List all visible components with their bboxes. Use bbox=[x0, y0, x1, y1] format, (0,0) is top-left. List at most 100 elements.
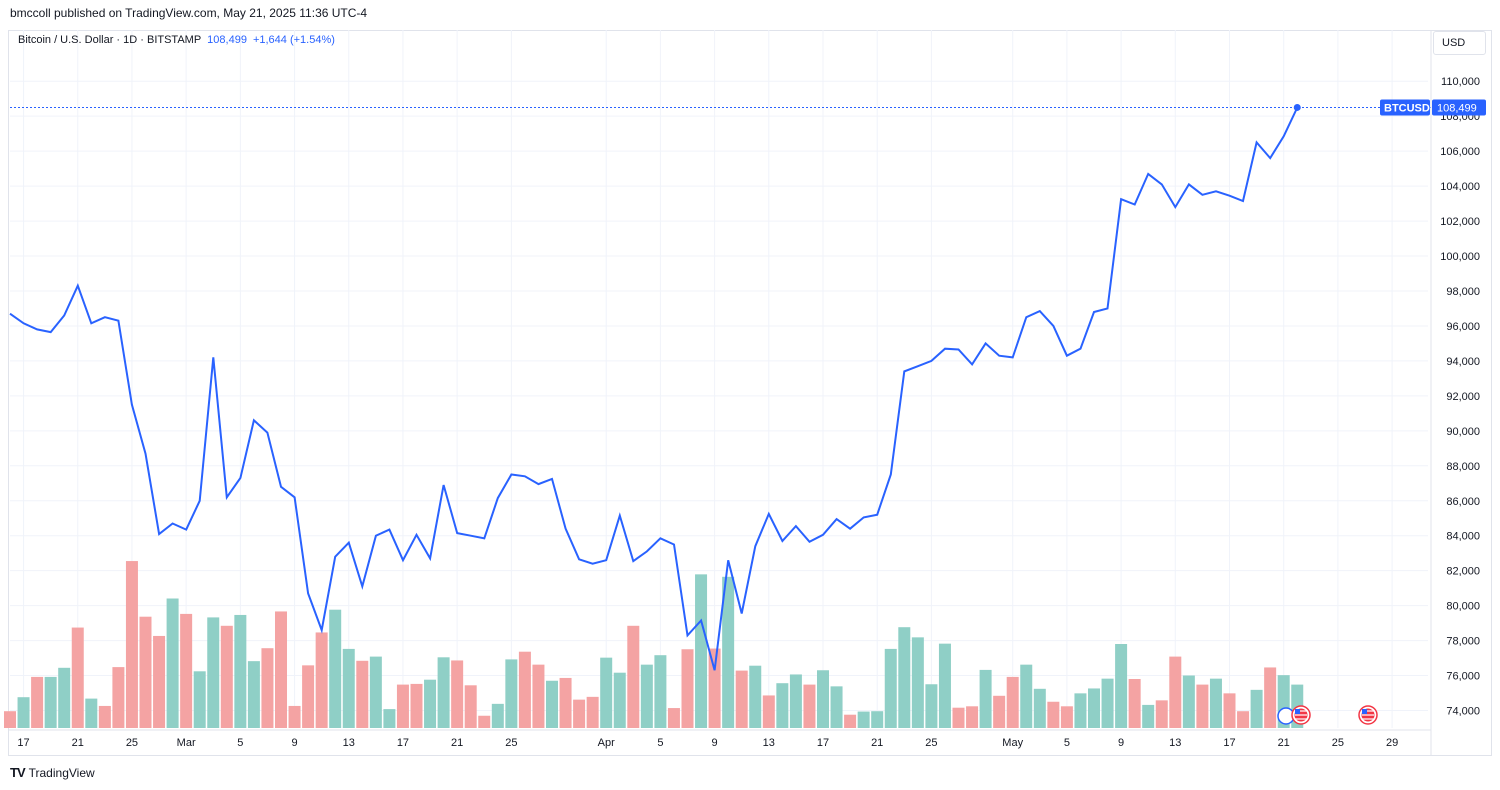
x-tick-label: 9 bbox=[1118, 737, 1124, 749]
volume-bar bbox=[247, 661, 260, 728]
legend-price: 108,499 bbox=[207, 34, 247, 46]
volume-bar bbox=[207, 617, 220, 728]
volume-bar bbox=[153, 635, 166, 728]
volume-bar bbox=[654, 655, 667, 728]
volume-bar bbox=[166, 598, 179, 728]
y-tick-label: 76,000 bbox=[1446, 671, 1480, 683]
y-tick-label: 74,000 bbox=[1446, 706, 1480, 718]
us-flag-icon[interactable] bbox=[1291, 705, 1311, 725]
volume-bar bbox=[491, 703, 504, 728]
volume-bar bbox=[1074, 693, 1087, 728]
volume-bar bbox=[1115, 644, 1128, 728]
volume-bar bbox=[952, 707, 965, 728]
volume-bar bbox=[979, 669, 992, 728]
volume-bar bbox=[1223, 693, 1236, 728]
price-scale: 74,000 76,000 78,000 80,000 82,000 84,000 86,0… bbox=[1430, 31, 1480, 755]
volume-bar bbox=[1020, 664, 1033, 728]
legend-symbol: Bitcoin / U.S. Dollar · 1D · BITSTAMP bbox=[18, 34, 202, 46]
volume-bar bbox=[1033, 688, 1046, 728]
flag-canton bbox=[1362, 709, 1367, 714]
x-tick-label: Apr bbox=[598, 737, 615, 749]
volume-bar bbox=[667, 708, 680, 728]
volume-bar bbox=[613, 672, 626, 728]
volume-bar bbox=[573, 699, 586, 728]
volume-bar bbox=[396, 684, 409, 728]
price-tag-symbol: BTCUSD bbox=[1384, 102, 1430, 114]
volume-bar bbox=[722, 576, 735, 728]
volume-bar bbox=[627, 625, 640, 728]
x-tick-label: 5 bbox=[237, 737, 243, 749]
legend-change: +1,644 (+1.54%) bbox=[252, 34, 335, 46]
volume-bar bbox=[315, 632, 328, 728]
volume-bar bbox=[193, 671, 206, 728]
volume-bar bbox=[220, 625, 233, 728]
volume-bar bbox=[1264, 667, 1277, 728]
flag-canton bbox=[1295, 709, 1300, 714]
volume-bar bbox=[1142, 704, 1155, 728]
y-tick-label: 80,000 bbox=[1446, 601, 1480, 613]
x-tick-label: 21 bbox=[451, 737, 463, 749]
x-tick-label: 9 bbox=[291, 737, 297, 749]
volume-bar bbox=[884, 648, 897, 728]
volume-bar bbox=[1250, 689, 1263, 728]
volume-bar bbox=[708, 648, 721, 728]
volume-bar bbox=[762, 695, 775, 728]
volume-bar bbox=[1101, 678, 1114, 728]
volume-bar bbox=[410, 683, 423, 728]
volume-bar bbox=[180, 613, 193, 728]
volume-bar bbox=[329, 609, 342, 728]
x-tick-label: Mar bbox=[177, 737, 196, 749]
y-tick-label: 84,000 bbox=[1446, 531, 1480, 543]
volume-bar bbox=[1209, 678, 1222, 728]
volume-bar bbox=[1006, 676, 1019, 728]
volume-bar bbox=[735, 670, 748, 728]
price-series-line bbox=[9, 107, 1299, 671]
tradingview-logo-icon: TV bbox=[10, 765, 26, 780]
tradingview-footer[interactable]: TV TradingView bbox=[10, 765, 95, 780]
x-tick-label: 13 bbox=[1169, 737, 1181, 749]
x-tick-label: May bbox=[1002, 737, 1023, 749]
us-flag-icon[interactable] bbox=[1358, 705, 1378, 725]
x-tick-label: 9 bbox=[712, 737, 718, 749]
volume-bar bbox=[85, 698, 98, 728]
volume-bar bbox=[789, 674, 802, 728]
currency-selector[interactable]: USD bbox=[1433, 31, 1486, 55]
volume-bar bbox=[518, 651, 531, 728]
price-tag: BTCUSD 108,499 bbox=[1380, 99, 1486, 116]
volume-bar bbox=[464, 685, 477, 728]
x-tick-label: 17 bbox=[397, 737, 409, 749]
volume-bars bbox=[4, 561, 1304, 728]
chart-grid bbox=[10, 30, 1428, 728]
last-price-dot bbox=[1293, 103, 1301, 111]
volume-bar bbox=[911, 637, 924, 728]
price-tag-value: 108,499 bbox=[1437, 102, 1477, 114]
volume-bar bbox=[58, 667, 71, 728]
volume-bar bbox=[938, 643, 951, 728]
volume-bar bbox=[749, 665, 762, 728]
symbol-legend[interactable]: Bitcoin / U.S. Dollar · 1D · BITSTAMP 108… bbox=[18, 34, 335, 46]
y-tick-label: 78,000 bbox=[1446, 636, 1480, 648]
volume-bar bbox=[1182, 675, 1195, 728]
y-tick-label: 82,000 bbox=[1446, 566, 1480, 578]
volume-bar bbox=[681, 649, 694, 728]
volume-bar bbox=[695, 574, 708, 728]
volume-bar bbox=[1155, 700, 1168, 728]
volume-bar bbox=[369, 656, 382, 728]
y-tick-label: 86,000 bbox=[1446, 496, 1480, 508]
volume-bar bbox=[966, 706, 979, 728]
volume-bar bbox=[871, 711, 884, 728]
y-tick-label: 98,000 bbox=[1446, 286, 1480, 298]
x-tick-label: 25 bbox=[505, 737, 517, 749]
volume-bar bbox=[1169, 656, 1182, 728]
volume-bar bbox=[112, 667, 125, 728]
volume-bar bbox=[125, 561, 138, 728]
y-tick-label: 100,000 bbox=[1440, 251, 1480, 263]
x-tick-label: 21 bbox=[871, 737, 883, 749]
volume-bar bbox=[898, 627, 911, 728]
x-tick-label: 21 bbox=[72, 737, 84, 749]
x-tick-label: 17 bbox=[1223, 737, 1235, 749]
x-tick-label: 21 bbox=[1278, 737, 1290, 749]
x-tick-label: 5 bbox=[1064, 737, 1070, 749]
volume-bar bbox=[844, 714, 857, 728]
